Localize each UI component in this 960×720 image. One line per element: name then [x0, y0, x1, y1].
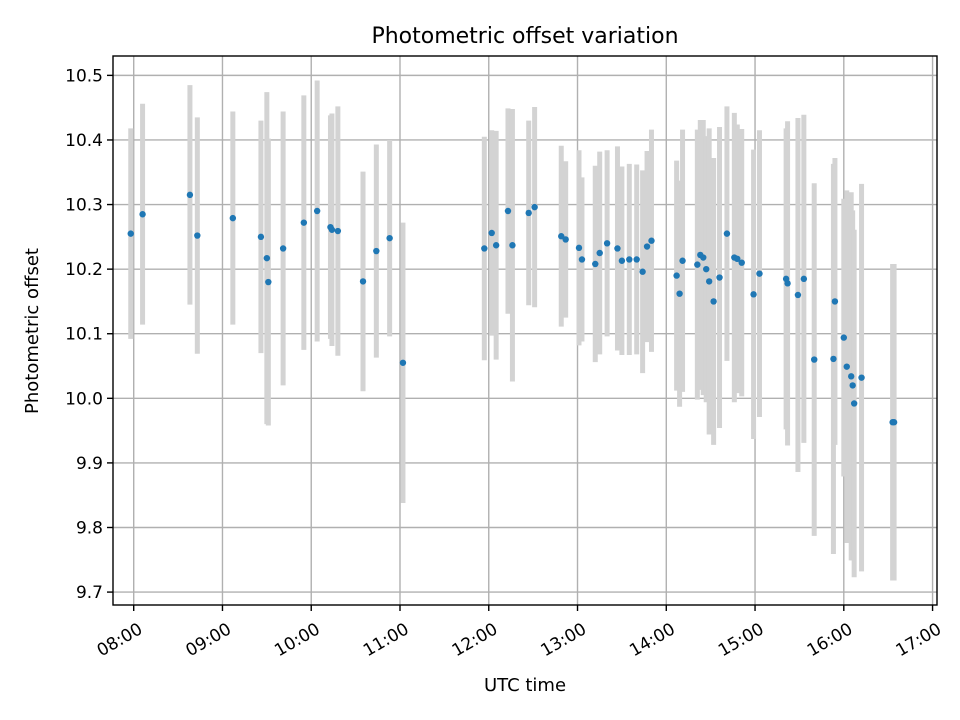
data-point [359, 278, 367, 285]
data-point [618, 257, 626, 264]
data-point [562, 236, 569, 243]
data-point [328, 226, 336, 233]
data-point [525, 209, 532, 217]
data-point [890, 419, 898, 426]
y-tick-label: 9.8 [76, 518, 103, 538]
data-point [643, 243, 651, 250]
y-tick-label: 10.2 [65, 260, 103, 280]
chart-title: Photometric offset variation [371, 24, 678, 49]
y-tick-label: 10.4 [65, 131, 103, 151]
data-point [648, 237, 655, 244]
data-point [488, 229, 495, 237]
data-point [750, 291, 757, 298]
data-point [558, 233, 565, 240]
data-point [257, 233, 265, 241]
data-point [186, 191, 194, 199]
data-point [705, 278, 713, 285]
y-tick-label: 10.1 [65, 325, 103, 345]
data-point [194, 232, 201, 239]
y-tick-label: 9.7 [76, 583, 103, 603]
y-axis-label: Photometric offset [22, 248, 43, 414]
data-point [509, 242, 516, 249]
data-point [596, 249, 603, 257]
data-point [840, 334, 848, 341]
data-point [313, 207, 321, 215]
data-point [300, 219, 308, 226]
data-point [279, 245, 287, 252]
data-point [127, 230, 134, 237]
data-point [265, 278, 272, 286]
data-point [603, 240, 611, 247]
y-tick-label: 9.9 [76, 454, 103, 474]
data-point [639, 268, 646, 275]
data-point [710, 298, 717, 305]
data-point [626, 256, 633, 263]
data-point [723, 230, 731, 237]
data-point [849, 382, 856, 389]
data-point [504, 207, 512, 215]
data-point [386, 234, 393, 242]
data-point [373, 247, 380, 255]
data-point [756, 270, 763, 277]
data-point [830, 355, 837, 363]
data-point [794, 291, 802, 299]
data-point [734, 255, 741, 263]
y-tick-label: 10.3 [65, 196, 103, 216]
data-point [700, 254, 707, 261]
data-point [399, 359, 407, 366]
data-point [850, 400, 858, 407]
data-point [578, 256, 586, 263]
data-point [592, 260, 599, 268]
data-point [481, 245, 488, 252]
data-point [703, 265, 710, 273]
data-point [694, 261, 701, 268]
data-point [614, 245, 621, 252]
x-axis-label: UTC time [484, 675, 566, 696]
data-point [633, 256, 640, 263]
data-point [492, 242, 500, 249]
data-point [800, 275, 808, 283]
data-point [679, 257, 686, 264]
data-point [676, 290, 683, 297]
y-tick-label: 10.0 [65, 389, 103, 409]
data-point [738, 259, 745, 266]
y-axis-ticks: 9.7 9.8 9.9 10.0 10.1 10.2 10.3 10.4 10.5 [65, 66, 113, 603]
data-point [673, 272, 680, 279]
point-layer [127, 191, 898, 426]
data-point [716, 274, 723, 281]
data-point [858, 374, 865, 381]
data-point [263, 254, 271, 262]
data-point [334, 227, 342, 235]
data-point [531, 203, 538, 211]
data-point [229, 214, 237, 222]
data-point [811, 356, 818, 363]
data-point [847, 373, 855, 380]
data-point [784, 280, 791, 287]
plot-frame [112, 55, 938, 606]
data-point [139, 211, 146, 218]
y-tick-label: 10.5 [65, 66, 103, 86]
data-point [575, 244, 583, 252]
data-point [831, 298, 839, 305]
data-point [843, 363, 850, 370]
